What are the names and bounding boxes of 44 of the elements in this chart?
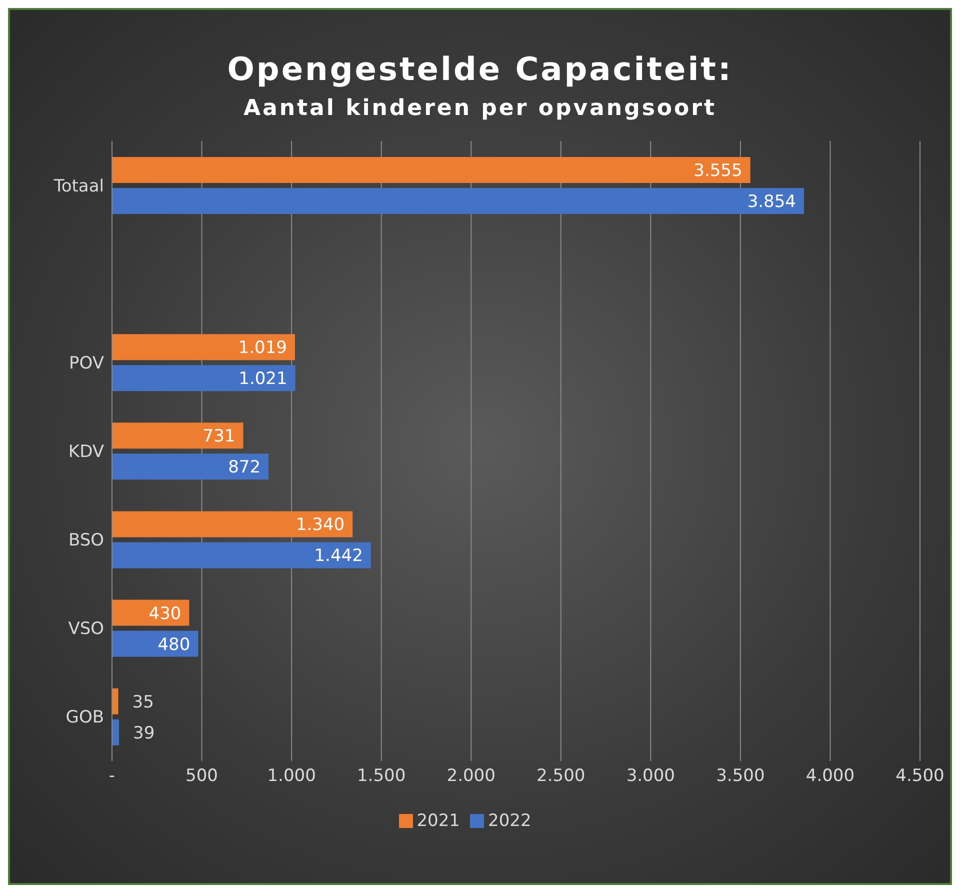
chart-title: Opengestelde Capaciteit: <box>226 49 734 88</box>
y-tick-label: GOB <box>66 708 104 728</box>
legend-label: 2021 <box>416 811 460 831</box>
x-tick-label: 500 <box>186 766 218 786</box>
data-label: 731 <box>202 426 236 447</box>
bar <box>112 454 269 480</box>
y-tick-label: BSO <box>68 530 104 551</box>
data-label: 872 <box>228 458 261 478</box>
legend-label: 2022 <box>488 811 532 831</box>
x-tick-label: 2.000 <box>446 766 496 786</box>
y-tick-label: Totaal <box>52 176 104 196</box>
data-label: 1.340 <box>296 515 345 536</box>
x-tick-label: 2.500 <box>536 766 586 786</box>
bar <box>112 511 353 538</box>
data-label: 35 <box>132 692 154 712</box>
bar <box>112 542 371 568</box>
data-label: 1.019 <box>238 338 287 358</box>
bar <box>112 422 244 449</box>
y-tick-label: KDV <box>68 442 104 462</box>
bar <box>112 719 120 746</box>
data-label: 430 <box>148 604 182 624</box>
x-tick-label: 3.500 <box>716 766 765 786</box>
bar <box>112 156 750 183</box>
y-tick-label: POV <box>69 353 104 374</box>
data-label: 3.555 <box>694 160 742 181</box>
x-tick-label: 3.000 <box>626 766 676 786</box>
y-tick-label: VSO <box>68 619 104 640</box>
data-label: 1.021 <box>238 369 288 390</box>
bar <box>112 334 295 360</box>
x-tick-label: - <box>108 766 116 786</box>
x-tick-label: 1.500 <box>356 766 406 786</box>
bar <box>112 188 804 214</box>
x-tick-label: 4.500 <box>896 766 944 786</box>
data-label: 1.442 <box>314 546 363 566</box>
bar <box>112 630 198 657</box>
chart-subtitle: Aantal kinderen per opvangsoort <box>242 96 718 121</box>
data-label: 3.854 <box>747 192 796 212</box>
bar <box>112 600 190 626</box>
bar <box>112 688 118 714</box>
x-tick-label: 1.000 <box>267 766 316 786</box>
bar <box>112 365 296 392</box>
x-tick-label: 4.000 <box>806 766 855 786</box>
data-label: 480 <box>158 634 190 655</box>
data-label: 39 <box>133 723 155 744</box>
